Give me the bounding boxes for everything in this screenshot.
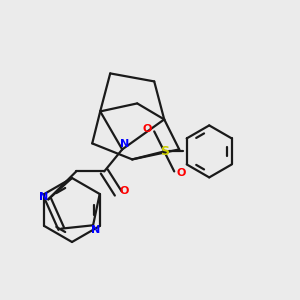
Text: O: O [176,168,186,178]
Text: S: S [160,145,169,158]
Text: N: N [39,192,48,203]
Text: O: O [119,186,129,197]
Text: N: N [92,225,101,235]
Text: N: N [120,140,129,149]
Text: O: O [142,124,152,134]
